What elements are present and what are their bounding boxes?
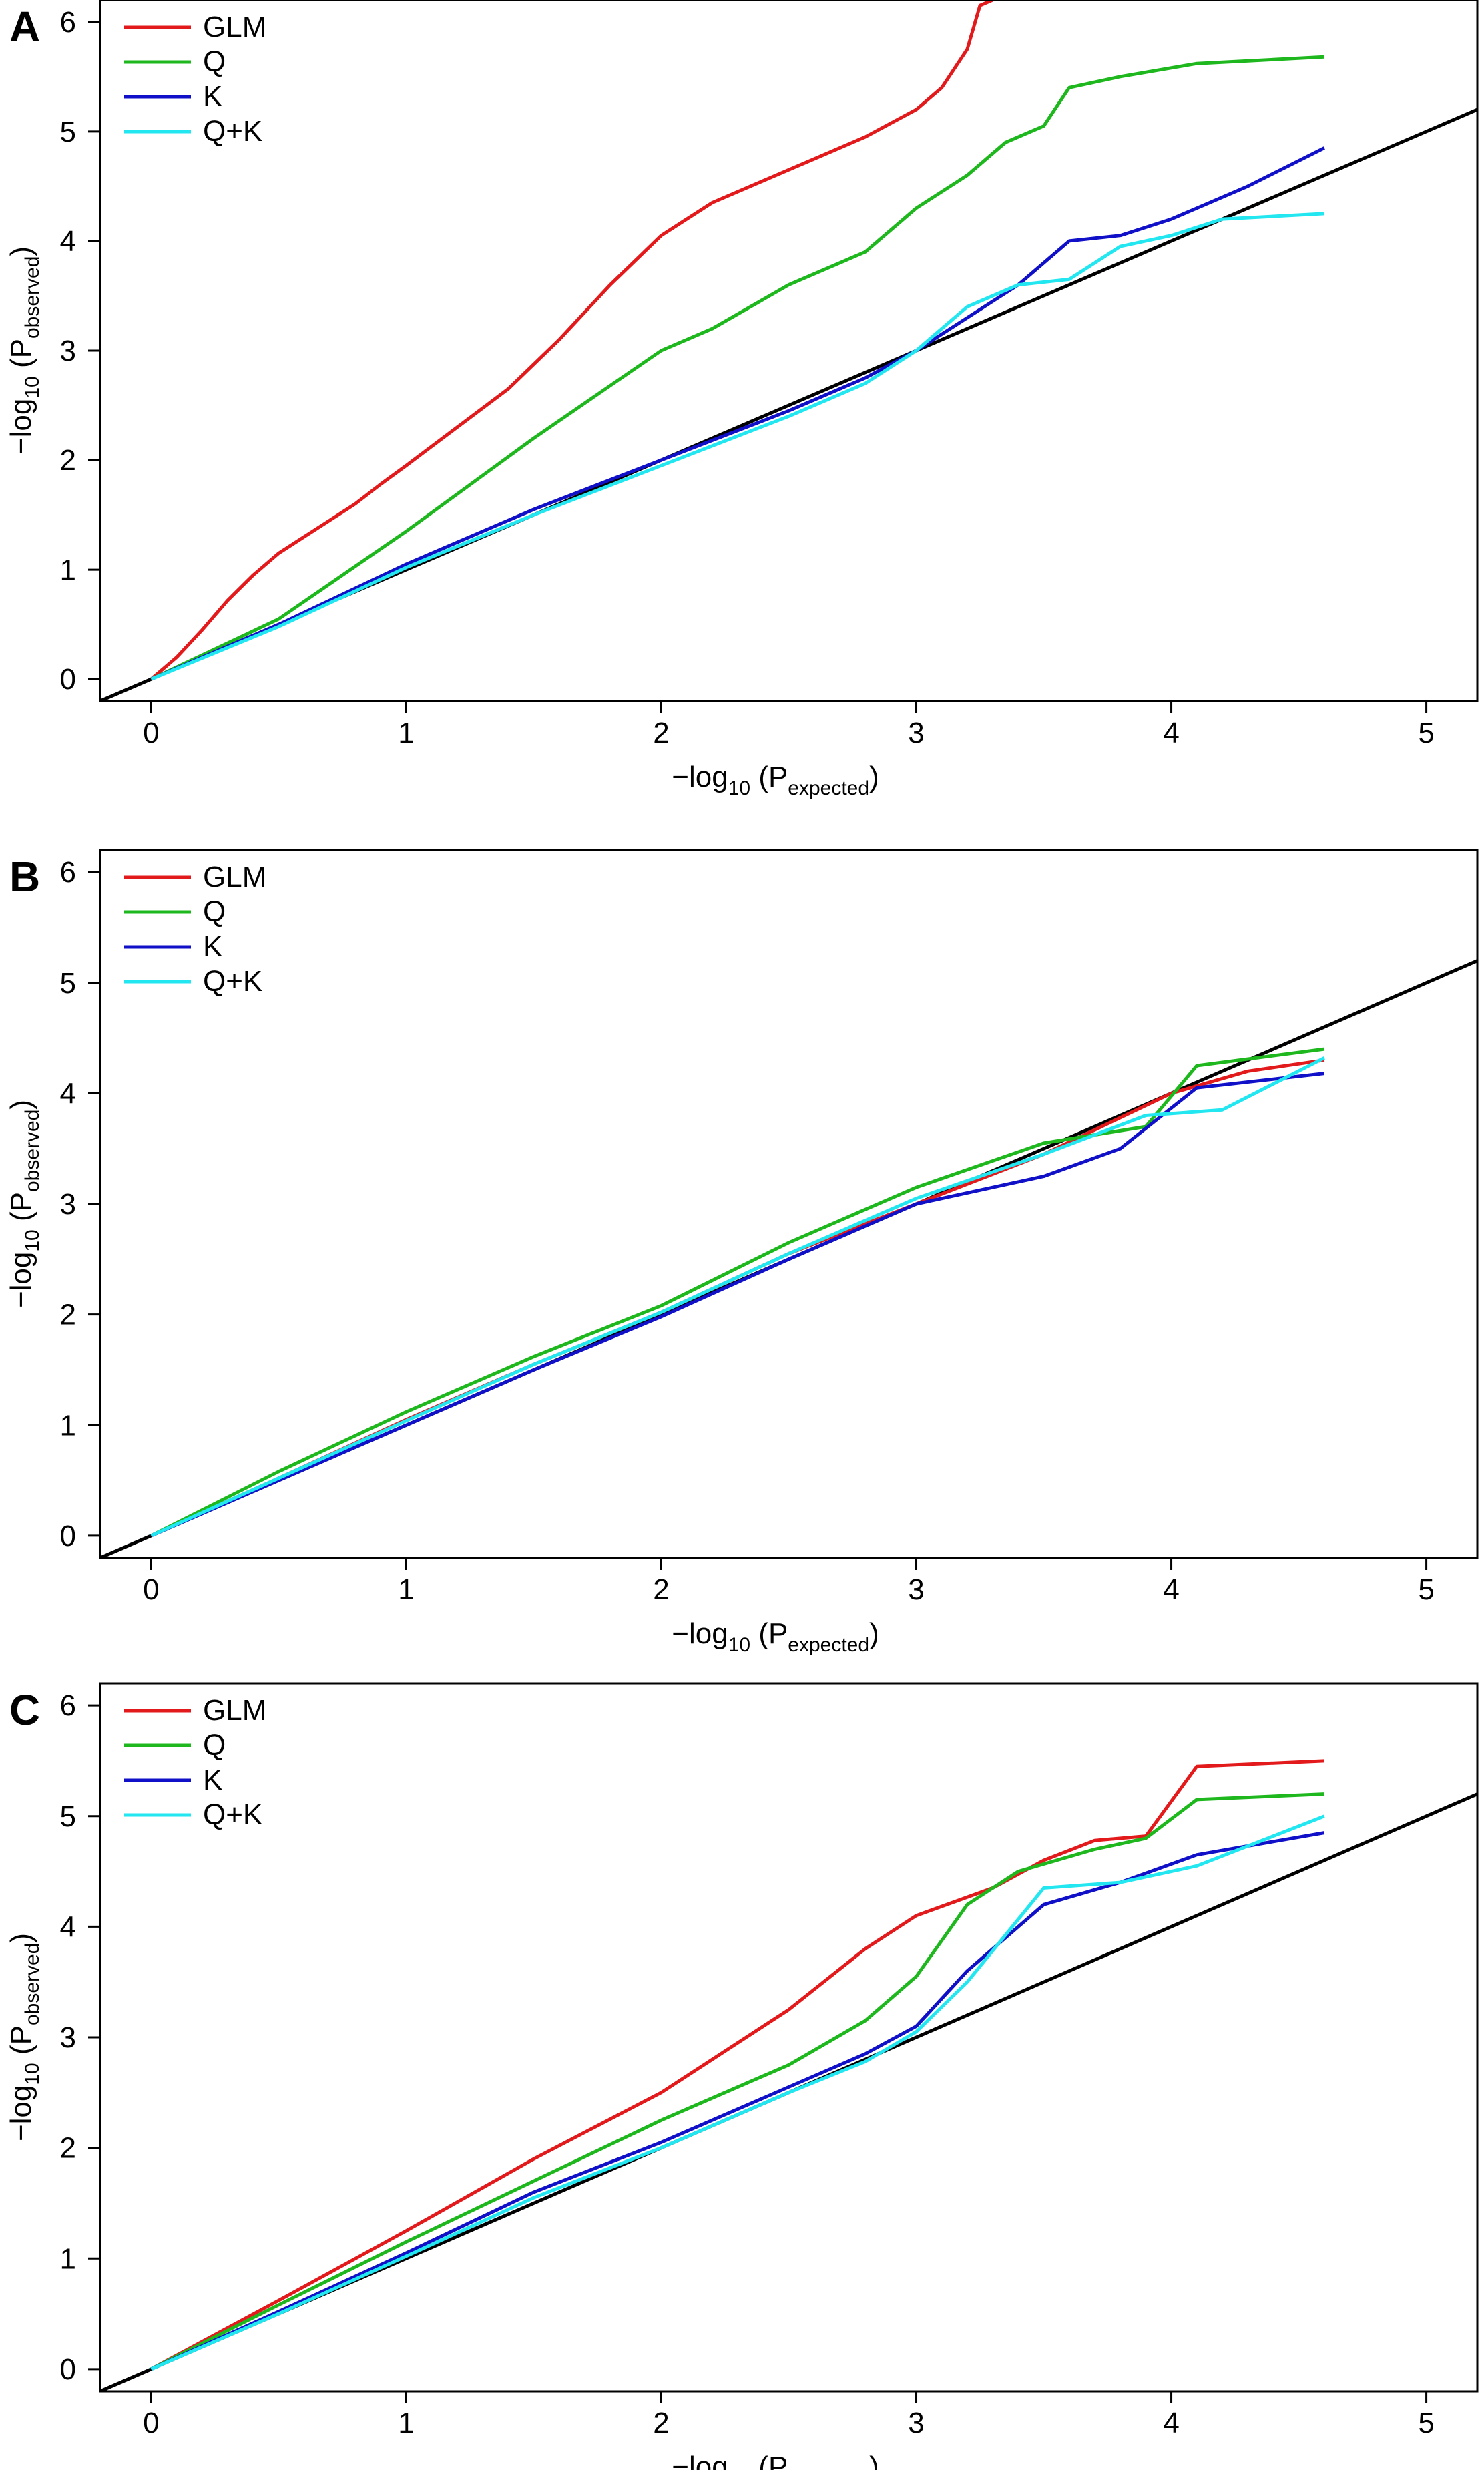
- x-tick-label: 4: [1163, 716, 1179, 749]
- legend-label: GLM: [203, 1694, 266, 1727]
- x-tick-label: 5: [1418, 2407, 1434, 2439]
- x-tick-label: 0: [143, 2407, 159, 2439]
- y-tick-label: 3: [60, 2021, 76, 2054]
- x-tick-label: 1: [398, 2407, 414, 2439]
- legend-label: Q: [203, 1729, 226, 1762]
- x-tick-label: 2: [653, 716, 669, 749]
- x-tick-label: 4: [1163, 2407, 1179, 2439]
- x-tick-label: 1: [398, 716, 414, 749]
- y-tick-label: 0: [60, 1520, 76, 1553]
- x-tick-label: 3: [908, 1573, 924, 1606]
- x-axis-title: −log10 (Pexpected): [672, 2451, 879, 2470]
- legend-label: GLM: [203, 861, 266, 893]
- y-tick-label: 5: [60, 116, 76, 148]
- y-tick-label: 2: [60, 1299, 76, 1331]
- y-tick-label: 2: [60, 444, 76, 477]
- x-axis-title: −log10 (Pexpected): [672, 761, 879, 799]
- series-line-k: [150, 146, 1325, 681]
- qq-plot-b: 0 1 2 3 4 5 0 1 2 3 4 5 6 −log10 (Pexpected) −log10 (P…: [5, 849, 1479, 1656]
- chart-panel-c: 0 1 2 3 4 5 0 1 2 3 4 5 6 −log10 (Pexpected) −log10 (P…: [0, 1667, 1484, 2470]
- y-tick-label: 2: [60, 2132, 76, 2165]
- legend-label: K: [203, 1764, 222, 1796]
- y-tick-label: 6: [60, 1689, 76, 1722]
- legend-label: Q+K: [203, 115, 262, 148]
- x-tick-label: 2: [653, 2407, 669, 2439]
- panel-letter: B: [9, 853, 40, 901]
- y-tick-label: 3: [60, 335, 76, 367]
- x-tick-label: 3: [908, 2407, 924, 2439]
- y-axis-title: −log10 (Pobserved): [5, 246, 43, 455]
- y-tick-label: 4: [60, 1077, 76, 1110]
- legend-label: Q: [203, 45, 226, 78]
- y-tick-label: 4: [60, 225, 76, 258]
- y-tick-label: 6: [60, 856, 76, 889]
- y-tick-label: 3: [60, 1188, 76, 1221]
- panel-letter: C: [9, 1686, 40, 1734]
- x-tick-label: 5: [1418, 716, 1434, 749]
- qq-plot-a: 0 1 2 3 4 5 0 1 2 3 4 5 6 −log10 (Pexpected) −log10 (P…: [5, 0, 1479, 799]
- legend-label: Q+K: [203, 965, 262, 998]
- y-axis-title: −log10 (Pobserved): [5, 1933, 43, 2141]
- series-line-k: [150, 1831, 1325, 2371]
- x-tick-label: 5: [1418, 1573, 1434, 1606]
- chart-panel-a: 0 1 2 3 4 5 0 1 2 3 4 5 6 −log10 (Pexpected) −log10 (P…: [0, 0, 1484, 828]
- qq-plot-c: 0 1 2 3 4 5 0 1 2 3 4 5 6 −log10 (Pexpected) −log10 (P…: [5, 1682, 1479, 2470]
- y-tick-label: 4: [60, 1910, 76, 1943]
- x-axis-title: −log10 (Pexpected): [672, 1617, 879, 1656]
- y-axis-title: −log10 (Pobserved): [5, 1100, 43, 1308]
- y-tick-label: 5: [60, 967, 76, 1000]
- series-line-q-plus-k: [150, 212, 1324, 681]
- y-tick-label: 1: [60, 1409, 76, 1442]
- series-line-glm: [150, 1759, 1324, 2371]
- y-tick-label: 6: [60, 6, 76, 39]
- series-line-q: [150, 55, 1324, 681]
- x-tick-label: 0: [143, 1573, 159, 1606]
- series-line-glm: [150, 0, 994, 681]
- series-line-k: [150, 1072, 1325, 1538]
- chart-panel-b: 0 1 2 3 4 5 0 1 2 3 4 5 6 −log10 (Pexpected) −log10 (P…: [0, 833, 1484, 1661]
- legend-label: K: [203, 930, 222, 963]
- y-tick-label: 5: [60, 1800, 76, 1833]
- y-tick-label: 0: [60, 663, 76, 696]
- legend-label: K: [203, 80, 222, 113]
- panel-letter: A: [9, 3, 40, 51]
- x-tick-label: 2: [653, 1573, 669, 1606]
- y-tick-label: 0: [60, 2353, 76, 2386]
- legend-label: Q: [203, 895, 226, 928]
- x-tick-label: 0: [143, 716, 159, 749]
- legend-label: GLM: [203, 11, 266, 43]
- plot-frame: [99, 0, 1479, 702]
- y-tick-label: 1: [60, 2242, 76, 2275]
- series-line-q-plus-k: [150, 1814, 1325, 2371]
- x-tick-label: 4: [1163, 1573, 1179, 1606]
- y-tick-label: 1: [60, 554, 76, 586]
- x-tick-label: 1: [398, 1573, 414, 1606]
- series-line-q: [150, 1792, 1324, 2371]
- x-tick-label: 3: [908, 716, 924, 749]
- series-line-q: [150, 1047, 1325, 1538]
- series-line-q-plus-k: [150, 1056, 1325, 1538]
- legend-label: Q+K: [203, 1798, 262, 1831]
- plot-frame: [99, 849, 1479, 1559]
- series-line-glm: [150, 1058, 1325, 1538]
